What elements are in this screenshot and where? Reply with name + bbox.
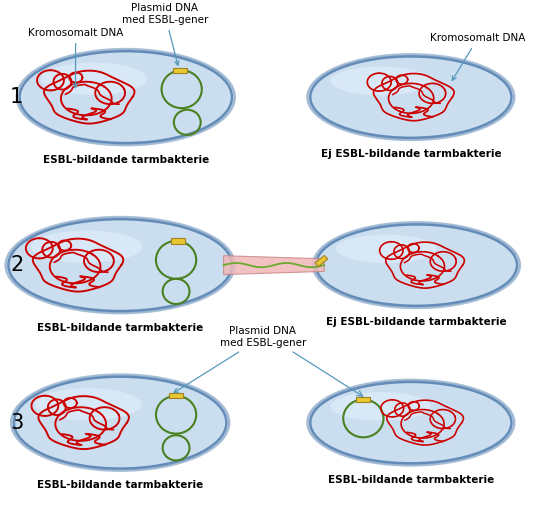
Ellipse shape	[11, 375, 229, 470]
Text: Ej ESBL-bildande tarmbakterie: Ej ESBL-bildande tarmbakterie	[326, 317, 507, 328]
Text: 2: 2	[10, 255, 23, 275]
Ellipse shape	[17, 49, 235, 145]
Ellipse shape	[313, 223, 520, 308]
Ellipse shape	[310, 57, 511, 138]
Text: Plasmid DNA
med ESBL-gener: Plasmid DNA med ESBL-gener	[122, 3, 208, 65]
Polygon shape	[224, 256, 324, 275]
Text: ESBL-bildande tarmbakterie: ESBL-bildande tarmbakterie	[42, 155, 209, 165]
Bar	[171, 238, 185, 244]
Ellipse shape	[330, 392, 431, 421]
Ellipse shape	[35, 388, 141, 421]
Text: 1: 1	[10, 87, 23, 107]
Text: ESBL-bildande tarmbakterie: ESBL-bildande tarmbakterie	[37, 480, 203, 490]
Text: Plasmid DNA
med ESBL-gener: Plasmid DNA med ESBL-gener	[174, 326, 306, 393]
Ellipse shape	[316, 225, 517, 306]
Bar	[169, 393, 183, 398]
Text: Kromosomalt DNA: Kromosomalt DNA	[430, 33, 525, 80]
Ellipse shape	[307, 54, 514, 140]
Text: ESBL-bildande tarmbakterie: ESBL-bildande tarmbakterie	[37, 322, 203, 333]
Ellipse shape	[31, 230, 143, 263]
Ellipse shape	[20, 51, 232, 143]
Ellipse shape	[330, 67, 431, 95]
Ellipse shape	[307, 380, 514, 465]
Ellipse shape	[6, 217, 235, 313]
Bar	[315, 255, 328, 267]
Bar	[173, 68, 187, 73]
Text: ESBL-bildande tarmbakterie: ESBL-bildande tarmbakterie	[328, 475, 494, 485]
Ellipse shape	[8, 219, 232, 311]
Ellipse shape	[41, 62, 147, 95]
Ellipse shape	[310, 382, 511, 464]
Text: Kromosomalt DNA: Kromosomalt DNA	[28, 28, 124, 88]
Ellipse shape	[14, 377, 226, 468]
Text: Ej ESBL-bildande tarmbakterie: Ej ESBL-bildande tarmbakterie	[320, 150, 501, 160]
Text: 3: 3	[10, 413, 23, 433]
Bar	[356, 397, 371, 402]
Ellipse shape	[336, 235, 437, 263]
